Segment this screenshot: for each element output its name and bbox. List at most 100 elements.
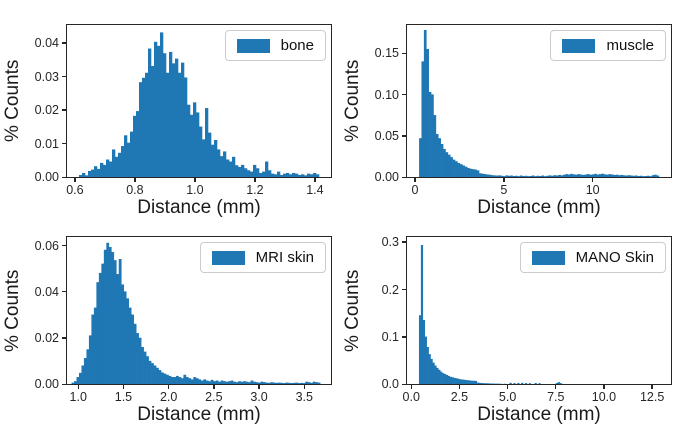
- x-tick-label: 7.5: [547, 390, 565, 404]
- histogram-bar: [307, 173, 311, 177]
- histogram-bar: [426, 347, 429, 384]
- histogram-bar: [243, 381, 246, 384]
- histogram-bar: [457, 162, 461, 177]
- histogram-bar: [245, 381, 249, 384]
- histogram-bar: [118, 152, 122, 177]
- y-tick-label: 0.01: [34, 136, 59, 151]
- legend-label: bone: [280, 37, 314, 54]
- histogram-bar: [630, 175, 633, 177]
- x-tick-label: 12.5: [639, 390, 665, 404]
- histogram-bar: [479, 173, 482, 177]
- histogram-bar: [570, 173, 573, 177]
- histogram-bar: [172, 63, 176, 177]
- histogram-bar: [481, 173, 485, 177]
- y-tick-label: 0.02: [34, 103, 59, 118]
- histogram-bar: [226, 159, 230, 177]
- histogram-bar: [531, 175, 535, 177]
- histogram-bar: [83, 358, 87, 384]
- histogram-bar: [510, 175, 513, 177]
- histogram-bar: [316, 174, 320, 177]
- histogram-bar: [136, 111, 140, 177]
- histogram-bar: [546, 175, 549, 177]
- histogram-bar: [280, 174, 284, 177]
- histogram-bar: [505, 175, 509, 177]
- x-axis-label: Distance (mm): [137, 197, 261, 218]
- histogram-bar: [444, 374, 447, 384]
- histogram-bar: [476, 382, 479, 384]
- histogram-bar: [163, 53, 167, 177]
- x-tick-mark: [122, 385, 125, 389]
- histogram-bar: [464, 166, 468, 177]
- histogram-bar: [560, 175, 564, 177]
- histogram-bar: [295, 173, 299, 177]
- histogram-bar: [301, 174, 305, 177]
- histogram-bar: [170, 377, 174, 384]
- histogram-bar: [126, 298, 130, 384]
- histogram-bar: [555, 383, 558, 384]
- histogram-bar: [265, 382, 269, 384]
- y-tick-label: 0.00: [374, 170, 399, 185]
- y-tick-label: 0.05: [374, 129, 399, 144]
- y-tick-mark: [402, 135, 406, 137]
- histogram-bar: [459, 164, 463, 177]
- histogram-bar: [577, 174, 581, 177]
- histogram-bar: [467, 167, 470, 177]
- x-tick-mark: [651, 385, 653, 389]
- legend-swatch: [211, 250, 245, 265]
- histogram-bar: [290, 383, 294, 384]
- histogram-bar: [223, 381, 226, 384]
- histogram-bar: [517, 176, 521, 177]
- x-tick-label: 0.6: [66, 183, 84, 197]
- x-tick-mark: [592, 178, 594, 182]
- y-tick-label: 0.2: [381, 282, 399, 297]
- histogram-bar: [304, 175, 308, 177]
- histogram-bar: [210, 379, 214, 384]
- histogram-bar: [287, 382, 291, 384]
- histogram-bar: [253, 381, 256, 384]
- histogram-bar: [238, 166, 242, 177]
- histogram-bar: [483, 174, 487, 177]
- histogram-bar: [138, 337, 142, 384]
- histogram-bar: [582, 174, 585, 177]
- histogram-bar: [317, 382, 321, 384]
- histogram-bar: [608, 174, 612, 177]
- x-axis-label: Distance (mm): [477, 404, 601, 425]
- histogram-bar: [445, 374, 449, 384]
- histogram-bar: [656, 175, 660, 177]
- histogram-bar: [262, 171, 266, 177]
- y-tick-label: 0.3: [381, 235, 399, 250]
- x-tick-mark: [603, 385, 605, 389]
- histogram-bar: [143, 351, 147, 384]
- y-tick-mark: [402, 336, 406, 338]
- histogram-bar: [472, 380, 476, 384]
- histogram-bar: [555, 175, 559, 177]
- y-tick-mark: [402, 288, 406, 291]
- x-tick-mark: [258, 385, 260, 389]
- histogram-bar: [168, 375, 172, 384]
- histogram-bar: [486, 383, 489, 384]
- histogram-bar: [215, 380, 219, 384]
- histogram-bar: [257, 382, 261, 384]
- histogram-bar: [153, 365, 157, 384]
- histogram-bar: [262, 382, 266, 384]
- histogram-bar: [277, 171, 281, 177]
- legend-label: MANO Skin: [575, 249, 654, 266]
- x-tick-mark: [168, 385, 170, 389]
- histogram-bar: [513, 383, 516, 384]
- histogram-bar: [133, 323, 137, 384]
- histogram-bar: [610, 174, 614, 177]
- histogram-bar: [220, 380, 224, 384]
- histogram-bar: [205, 380, 209, 384]
- histogram-bar: [436, 367, 439, 384]
- x-tick-mark: [503, 178, 505, 182]
- y-tick-label: 0.06: [34, 238, 59, 253]
- histogram-bar: [282, 383, 286, 384]
- histogram-bar: [259, 172, 263, 177]
- histogram-bar: [241, 164, 245, 177]
- histogram-bar: [426, 48, 429, 177]
- y-tick-label: 0.03: [34, 69, 59, 84]
- histogram-bar: [225, 381, 229, 384]
- histogram-bar: [424, 336, 427, 384]
- histogram-bar: [130, 131, 134, 177]
- y-tick-label: 0.04: [34, 35, 59, 50]
